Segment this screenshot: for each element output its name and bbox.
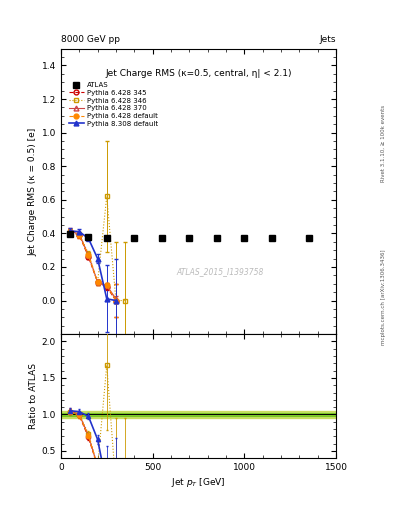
Legend: ATLAS, Pythia 6.428 345, Pythia 6.428 346, Pythia 6.428 370, Pythia 6.428 defaul: ATLAS, Pythia 6.428 345, Pythia 6.428 34… (67, 81, 159, 128)
Text: Jet Charge RMS (κ=0.5, central, η| < 2.1): Jet Charge RMS (κ=0.5, central, η| < 2.1… (105, 69, 292, 78)
Y-axis label: Jet Charge RMS (κ = 0.5) [e]: Jet Charge RMS (κ = 0.5) [e] (29, 127, 37, 255)
Bar (61, 411, 336, 418)
Text: Jets: Jets (320, 34, 336, 44)
X-axis label: Jet $p_T$ [GeV]: Jet $p_T$ [GeV] (171, 476, 226, 489)
Text: ATLAS_2015_I1393758: ATLAS_2015_I1393758 (177, 267, 264, 276)
Text: mcplots.cern.ch [arXiv:1306.3436]: mcplots.cern.ch [arXiv:1306.3436] (381, 249, 386, 345)
Y-axis label: Ratio to ATLAS: Ratio to ATLAS (29, 363, 37, 429)
Text: 8000 GeV pp: 8000 GeV pp (61, 34, 120, 44)
Bar (61, 413, 336, 416)
Text: Rivet 3.1.10, ≥ 100k events: Rivet 3.1.10, ≥ 100k events (381, 105, 386, 182)
